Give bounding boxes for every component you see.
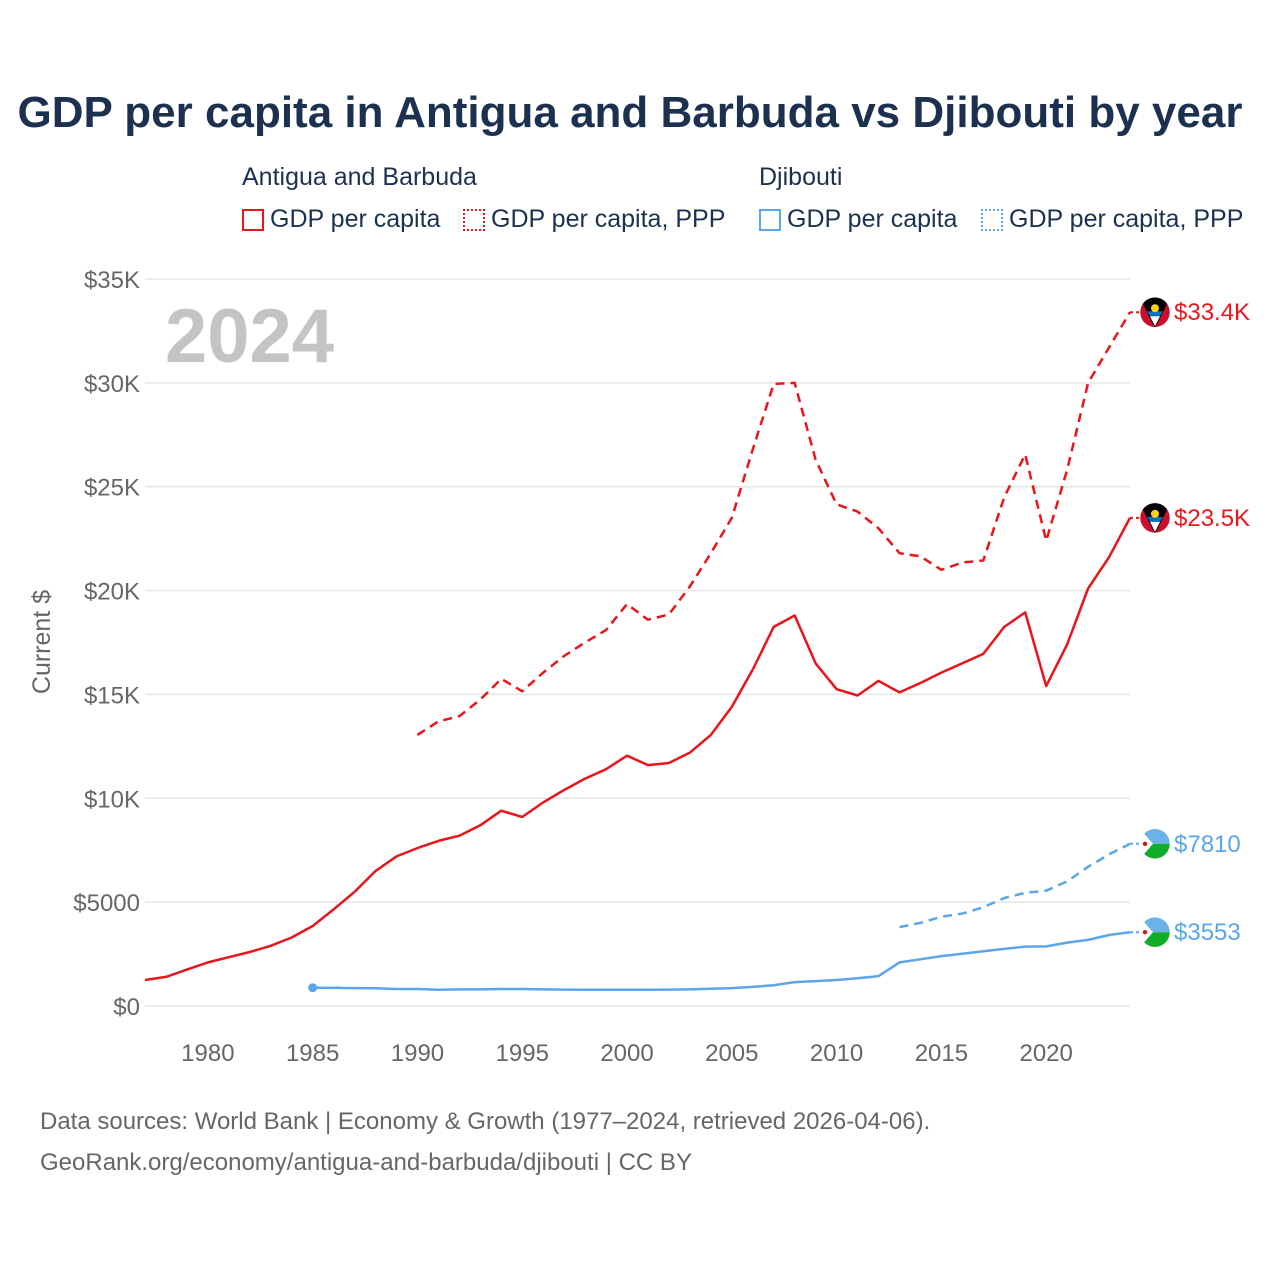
y-tick-label: $35K	[84, 267, 140, 294]
y-tick-label: $25K	[84, 475, 140, 502]
legend-swatch-dotted-icon	[463, 208, 485, 231]
x-tick-label: 1990	[391, 1040, 444, 1067]
legend-group-djibouti-title: Djibouti	[759, 163, 843, 191]
year-watermark: 2024	[165, 294, 334, 379]
legend-item-antigua-gdp-ppp[interactable]: GDP per capita, PPP	[463, 205, 725, 234]
legend-group-antigua-title: Antigua and Barbuda	[242, 163, 477, 191]
y-tick-label: $20K	[84, 579, 140, 606]
x-tick-label: 2000	[600, 1040, 653, 1067]
y-axis-ticks: $0 $5000 $10K $15K $20K $25K $30K $35K	[73, 267, 140, 1021]
y-axis-label: Current $	[28, 590, 56, 694]
end-value-label: $7810	[1174, 831, 1241, 858]
end-value-label: $23.5K	[1174, 505, 1250, 532]
legend-swatch-solid-icon	[242, 208, 264, 231]
x-tick-label: 2020	[1019, 1040, 1072, 1067]
end-labels: $33.4K $23.5K $7810 $3553	[1130, 296, 1250, 948]
djibouti-flag-icon	[1139, 916, 1171, 948]
antigua-and-barbuda-flag-icon	[1139, 296, 1171, 328]
legend-item-antigua-gdp[interactable]: GDP per capita	[242, 205, 440, 234]
series-line[interactable]	[416, 311, 1132, 736]
series-line[interactable]	[312, 930, 1131, 992]
grid	[145, 278, 1130, 1007]
legend-item-djibouti-gdp-ppp[interactable]: GDP per capita, PPP	[981, 205, 1243, 234]
footer-link[interactable]: GeoRank.org/economy/antigua-and-barbuda/…	[40, 1149, 692, 1176]
series-group	[144, 311, 1132, 993]
chart-title: GDP per capita in Antigua and Barbuda vs…	[17, 88, 1243, 137]
y-tick-label: $5000	[73, 890, 140, 917]
legend-swatch-dotted-icon	[981, 208, 1003, 231]
x-tick-label: 1980	[181, 1040, 234, 1067]
x-tick-label: 2005	[705, 1040, 758, 1067]
x-tick-label: 2010	[810, 1040, 863, 1067]
x-tick-label: 1985	[286, 1040, 339, 1067]
end-value-label: $33.4K	[1174, 299, 1250, 326]
end-value-label: $3553	[1174, 919, 1241, 946]
legend-label: GDP per capita	[270, 205, 441, 233]
antigua-and-barbuda-flag-icon	[1139, 502, 1171, 534]
footer-sources: Data sources: World Bank | Economy & Gro…	[40, 1108, 931, 1135]
legend-label: GDP per capita, PPP	[491, 205, 726, 233]
legend-label: GDP per capita, PPP	[1009, 205, 1244, 233]
y-tick-label: $30K	[84, 371, 140, 398]
series-line[interactable]	[899, 842, 1131, 929]
legend-item-djibouti-gdp[interactable]: GDP per capita	[759, 205, 957, 234]
y-tick-label: $0	[113, 994, 140, 1021]
series-line[interactable]	[144, 517, 1132, 982]
x-tick-label: 2015	[915, 1040, 968, 1067]
djibouti-flag-icon	[1139, 828, 1171, 860]
y-tick-label: $15K	[84, 682, 140, 709]
x-axis-ticks: 1980 1985 1990 1995 2000 2005 2010 2015 2020	[181, 1040, 1073, 1067]
y-tick-label: $10K	[84, 786, 140, 813]
legend-label: GDP per capita	[787, 205, 958, 233]
legend-swatch-solid-icon	[759, 208, 781, 231]
line-chart: $0 $5000 $10K $15K $20K $25K $30K $35K 1980 1985…	[28, 267, 1250, 1067]
x-tick-label: 1995	[496, 1040, 549, 1067]
